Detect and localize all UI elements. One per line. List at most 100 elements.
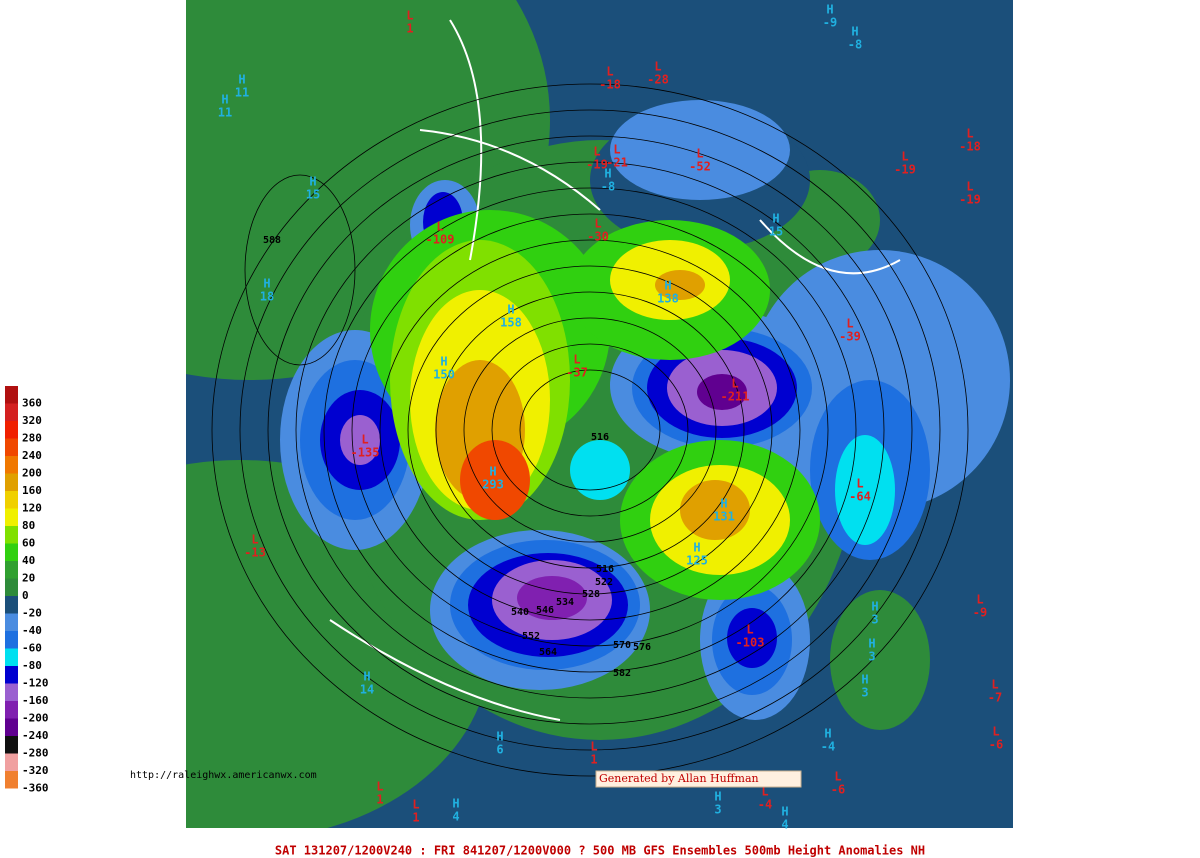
pressure-letter: L — [731, 377, 738, 391]
legend-swatch — [5, 666, 18, 684]
pressure-value: 293 — [482, 478, 504, 492]
legend-swatch — [5, 648, 18, 666]
contour-label: 588 — [263, 235, 281, 246]
legend-label: -20 — [22, 607, 42, 620]
pressure-letter: H — [826, 3, 833, 17]
anomaly-area — [460, 440, 530, 520]
map — [186, 0, 1013, 828]
pressure-value: -18 — [599, 78, 621, 92]
pressure-letter: H — [868, 637, 875, 651]
legend-label: -80 — [22, 659, 42, 672]
pressure-value: 3 — [868, 650, 875, 664]
legend-swatch — [5, 543, 18, 561]
pressure-value: 1 — [590, 753, 597, 767]
height-contour — [267, 135, 913, 725]
pressure-letter: H — [720, 497, 727, 511]
legend-swatch — [5, 421, 18, 439]
legend-swatch — [5, 526, 18, 544]
pressure-letter: L — [412, 798, 419, 812]
legend-swatch — [5, 403, 18, 421]
pressure-letter: L — [251, 533, 258, 547]
credit: Generated by Allan Huffman — [599, 772, 759, 785]
pressure-letter: L — [834, 770, 841, 784]
contours — [211, 83, 969, 777]
anomaly-area — [727, 608, 777, 668]
legend-label: 360 — [22, 397, 42, 410]
pressure-value: -64 — [849, 490, 871, 504]
pressure-letter: L — [613, 143, 620, 157]
legend-swatch — [5, 771, 18, 789]
legend-swatch — [5, 701, 18, 719]
pressure-value: -39 — [839, 330, 861, 344]
pressure-letter: L — [992, 725, 999, 739]
anomaly-area — [835, 435, 895, 545]
anomaly-area — [655, 270, 705, 300]
pressure-value: 4 — [781, 818, 788, 832]
legend-label: 280 — [22, 432, 42, 445]
pressure-value: -109 — [426, 233, 455, 247]
legend-label: -240 — [22, 729, 49, 742]
pressure-letter: L — [856, 477, 863, 491]
pressure-letter: L — [654, 60, 661, 74]
legend-label: -320 — [22, 764, 49, 777]
height-contour — [211, 83, 969, 777]
pressure-value: 14 — [360, 683, 374, 697]
legend-label: 20 — [22, 572, 35, 585]
pressure-value: -9 — [973, 606, 987, 620]
pressure-value: -19 — [959, 193, 981, 207]
pressure-letter: H — [781, 805, 788, 819]
pressure-letter: H — [221, 93, 228, 107]
pressure-value: 131 — [713, 510, 735, 524]
anomaly-area — [517, 576, 587, 620]
pressure-letter: L — [966, 180, 973, 194]
anomaly-area — [680, 480, 750, 540]
legend-swatch — [5, 631, 18, 649]
pressure-letter: H — [507, 303, 514, 317]
pressure-value: -28 — [647, 73, 669, 87]
pressure-letter: H — [664, 279, 671, 293]
height-contour — [519, 369, 661, 491]
legend-label: 200 — [22, 467, 42, 480]
height-contour — [239, 109, 941, 751]
pressure-value: -7 — [988, 691, 1002, 705]
contour-label: 582 — [613, 668, 631, 679]
legend-swatch — [5, 753, 18, 771]
pressure-value: 1 — [406, 22, 413, 36]
legend-swatch — [5, 613, 18, 631]
legend-label: -60 — [22, 642, 42, 655]
legend-swatch — [5, 508, 18, 526]
pressure-value: -211 — [721, 390, 750, 404]
pressure-value: 18 — [260, 290, 274, 304]
pressure-letter: L — [573, 353, 580, 367]
pressure-letter: L — [590, 740, 597, 754]
pressure-letter: H — [714, 790, 721, 804]
legend-swatch — [5, 736, 18, 754]
legend-swatch — [5, 456, 18, 474]
pressure-value: 125 — [686, 554, 708, 568]
pressure-letter: H — [693, 541, 700, 555]
pressure-value: 11 — [218, 106, 232, 120]
coastline — [329, 619, 561, 721]
height-contour — [323, 187, 857, 673]
pressure-letter: H — [871, 600, 878, 614]
pressure-letter: L — [901, 150, 908, 164]
contour-label: 516 — [591, 432, 609, 443]
height-contour — [435, 291, 745, 569]
legend-label: -120 — [22, 677, 49, 690]
pressure-letter: L — [976, 593, 983, 607]
pressure-value: -6 — [989, 738, 1003, 752]
pressure-letter: H — [496, 730, 503, 744]
pressure-letter: L — [696, 147, 703, 161]
pressure-letter: H — [238, 73, 245, 87]
legend-swatch — [5, 596, 18, 614]
height-contour — [491, 343, 689, 517]
contour-label: 564 — [539, 647, 557, 658]
labels: L1L-28L-18H-9H-8H11H11H15H18L-109L-19L-2… — [218, 3, 1003, 832]
pressure-letter: L — [361, 433, 368, 447]
credit-box — [595, 770, 802, 788]
anomaly-area — [340, 415, 380, 465]
pressure-letter: H — [861, 673, 868, 687]
pressure-letter: H — [263, 277, 270, 291]
height-contour — [407, 265, 773, 595]
pressure-value: -13 — [244, 546, 266, 560]
